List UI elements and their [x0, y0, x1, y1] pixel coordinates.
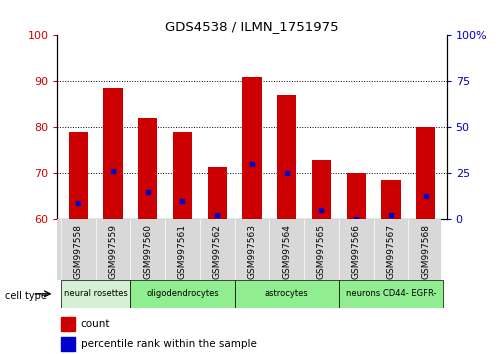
Text: GSM997561: GSM997561	[178, 224, 187, 279]
Text: percentile rank within the sample: percentile rank within the sample	[81, 339, 256, 349]
Bar	[312, 160, 331, 219]
Text: GSM997565: GSM997565	[317, 224, 326, 279]
Bar	[61, 337, 75, 350]
Text: GSM997566: GSM997566	[352, 224, 361, 279]
Text: neural rosettes: neural rosettes	[64, 289, 128, 298]
Bar	[243, 77, 261, 219]
Text: count: count	[81, 319, 110, 329]
Bar	[347, 173, 366, 219]
Text: GSM997562: GSM997562	[213, 224, 222, 279]
Text: GSM997563: GSM997563	[248, 224, 256, 279]
Text: GSM997560: GSM997560	[143, 224, 152, 279]
Bar	[235, 280, 339, 308]
Bar	[173, 132, 192, 219]
Text: GSM997568: GSM997568	[421, 224, 430, 279]
Text: neurons CD44- EGFR-: neurons CD44- EGFR-	[346, 289, 436, 298]
Bar	[416, 127, 435, 219]
Bar	[277, 95, 296, 219]
Bar	[208, 166, 227, 219]
Text: astrocytes: astrocytes	[265, 289, 308, 298]
Text: cell type: cell type	[5, 291, 47, 301]
Bar	[103, 88, 123, 219]
Bar	[61, 280, 130, 308]
Bar	[138, 118, 157, 219]
Bar	[69, 132, 88, 219]
Text: GSM997564: GSM997564	[282, 224, 291, 279]
Text: GSM997559: GSM997559	[108, 224, 117, 279]
Text: GSM997567: GSM997567	[387, 224, 396, 279]
Text: oligodendrocytes: oligodendrocytes	[146, 289, 219, 298]
Title: GDS4538 / ILMN_1751975: GDS4538 / ILMN_1751975	[165, 20, 339, 33]
Bar	[61, 317, 75, 331]
Bar	[381, 181, 401, 219]
Text: GSM997558: GSM997558	[74, 224, 83, 279]
Bar	[130, 280, 235, 308]
Bar	[339, 280, 443, 308]
